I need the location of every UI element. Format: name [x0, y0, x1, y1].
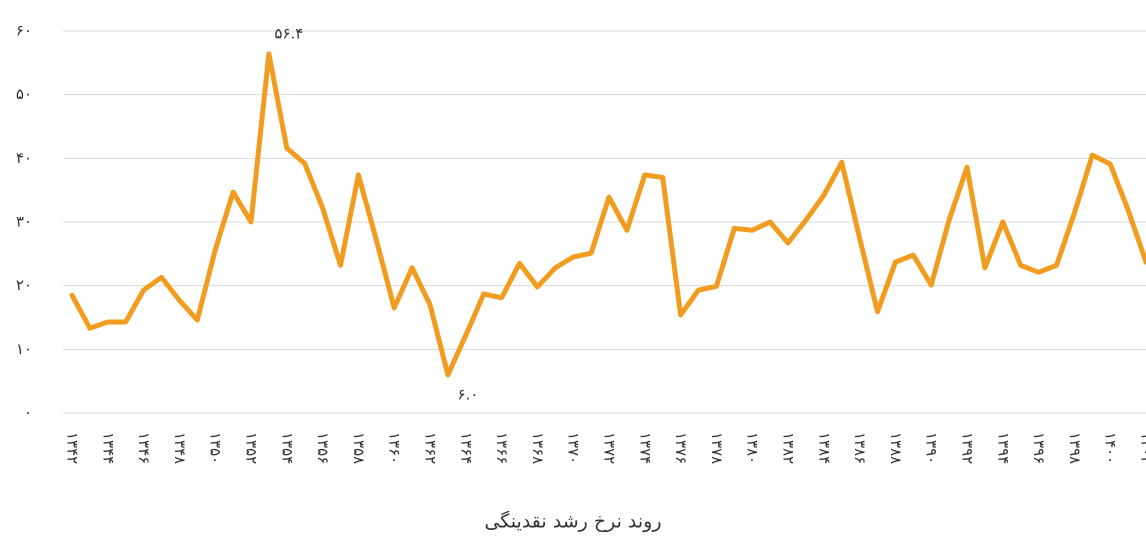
- data-label: ۵۶.۴: [274, 24, 303, 42]
- data-label: ۶.۰: [457, 385, 478, 403]
- line: [69, 51, 1146, 378]
- x-tick-label: ۱۳۶۴: [457, 432, 475, 464]
- x-tick-label: ۱۳۴۴: [99, 432, 117, 464]
- x-tick-label: ۱۳۵۰: [207, 432, 225, 464]
- y-tick-label: ۶۰: [16, 22, 32, 40]
- x-tick-label: ۱۳۵۸: [350, 432, 368, 464]
- y-tick-label: ۲۰: [16, 276, 32, 294]
- x-tick-label: ۱۳۷۸: [708, 432, 726, 464]
- x-tick-label: ۱۳۹۰: [923, 432, 941, 464]
- y-tick-label: ۳۰: [16, 213, 32, 231]
- x-tick-label: ۱۳۴۸: [171, 432, 189, 464]
- x-tick-label: ۱۳۶۸: [529, 432, 547, 464]
- x-tick-label: ۱۳۸۰: [744, 432, 762, 464]
- x-tick-label: ۱۳۷۰: [565, 432, 583, 464]
- y-tick-label: ۵۰: [16, 85, 32, 103]
- x-tick-label: ۱۳۵۲: [243, 432, 261, 464]
- x-tick-label: ۱۳۹۶: [1030, 432, 1048, 464]
- x-tick-label: ۱۴۰۲: [1138, 432, 1146, 464]
- x-tick-label: ۱۳۹۲: [959, 432, 977, 464]
- x-tick-label: ۱۴۰۰: [1102, 432, 1120, 464]
- x-tick-label: ۱۳۶۶: [493, 432, 511, 464]
- x-tick-label: ۱۳۴۶: [135, 432, 153, 464]
- chart-title: روند نرخ رشد نقدینگی: [484, 510, 661, 533]
- x-tick-label: ۱۳۵۴: [278, 432, 296, 464]
- x-tick-label: ۱۳۸۶: [851, 432, 869, 464]
- y-tick-label: ۴۰: [16, 149, 32, 167]
- x-tick-label: ۱۳۸۲: [780, 432, 798, 464]
- x-tick-label: ۱۳۷۶: [672, 432, 690, 464]
- x-tick-label: ۱۳۷۲: [601, 432, 619, 464]
- x-tick-label: ۱۳۸۴: [815, 432, 833, 464]
- x-tick-label: ۱۳۹۴: [994, 432, 1012, 464]
- x-tick-label: ۱۳۷۴: [636, 432, 654, 464]
- x-tick-label: ۱۳۶۲: [422, 432, 440, 464]
- y-tick-label: ۰: [24, 404, 32, 422]
- x-tick-label: ۱۳۹۸: [1066, 432, 1084, 464]
- x-tick-label: ۱۳۴۲: [64, 432, 82, 464]
- x-tick-label: ۱۳۵۶: [314, 432, 332, 464]
- x-tick-label: ۱۳۶۰: [386, 432, 404, 464]
- x-tick-label: ۱۳۸۸: [887, 432, 905, 464]
- y-tick-label: ۱۰: [16, 340, 32, 358]
